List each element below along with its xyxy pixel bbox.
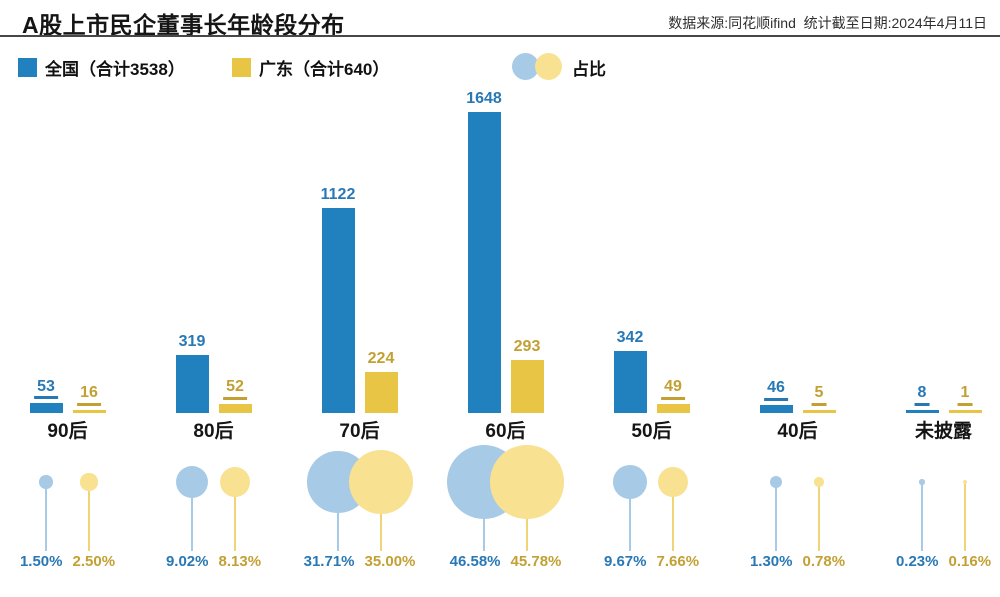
pct-label-row: 1.30% 0.78% bbox=[750, 553, 845, 570]
pct-label-row: 46.58% 45.78% bbox=[450, 553, 562, 570]
pct-label-national: 31.71% bbox=[303, 553, 355, 570]
legend-item-guangdong: 广东（合计640） bbox=[232, 53, 389, 81]
data-source-note: 数据来源:同花顺ifind 统计截至日期:2024年4月11日 bbox=[668, 15, 987, 31]
ratio-bubble-guangdong bbox=[657, 466, 688, 497]
bar-value-label-guangdong: 49 bbox=[661, 378, 685, 401]
bar-national bbox=[467, 112, 501, 413]
legend-item-ratio: 占比 bbox=[512, 53, 606, 81]
bar-value-label-national: 319 bbox=[178, 332, 206, 350]
pct-label-guangdong: 0.78% bbox=[802, 553, 846, 570]
ratio-circles-icon bbox=[512, 53, 563, 81]
ratio-stem-guangdong bbox=[88, 482, 90, 551]
legend-label-ratio: 占比 bbox=[572, 59, 606, 79]
bar-national bbox=[613, 350, 647, 413]
ratio-stem-national bbox=[337, 482, 339, 551]
bar-value-label-guangdong: 16 bbox=[77, 384, 101, 406]
legend-label-national: 全国（合计3538） bbox=[45, 59, 185, 79]
bar-guangdong bbox=[510, 359, 544, 413]
pct-label-national: 1.50% bbox=[19, 553, 63, 570]
ratio-circle-yellow-icon bbox=[535, 53, 562, 80]
pct-label-row: 0.23% 0.16% bbox=[896, 553, 991, 570]
pct-label-row: 1.50% 2.50% bbox=[20, 553, 115, 570]
ratio-stem-guangdong bbox=[234, 482, 236, 551]
bar-national bbox=[321, 208, 355, 413]
bar-value-label-guangdong: 1 bbox=[957, 384, 973, 406]
bar-national bbox=[759, 404, 793, 413]
pct-label-guangdong: 35.00% bbox=[364, 553, 416, 570]
ratio-stem-guangdong bbox=[818, 482, 820, 551]
pct-label-guangdong: 8.13% bbox=[218, 553, 262, 570]
bar-value-label-guangdong: 224 bbox=[367, 350, 395, 368]
bar-national bbox=[905, 409, 939, 413]
pct-label-national: 9.02% bbox=[165, 553, 209, 570]
legend-label-guangdong: 广东（合计640） bbox=[259, 59, 390, 79]
header-divider bbox=[0, 35, 1000, 37]
pct-label-national: 46.58% bbox=[449, 553, 501, 570]
legend-item-national: 全国（合计3538） bbox=[18, 53, 185, 81]
pct-label-row: 9.67% 7.66% bbox=[604, 553, 699, 570]
category-label: 50后 bbox=[631, 421, 672, 442]
ratio-stem-national bbox=[775, 482, 777, 551]
ratio-bubble-national bbox=[175, 465, 209, 499]
bar-value-label-national: 8 bbox=[914, 384, 930, 406]
bar-value-label-national: 1122 bbox=[320, 186, 356, 204]
bar-guangdong bbox=[72, 409, 106, 413]
category-label: 90后 bbox=[47, 421, 88, 442]
ratio-stem-guangdong bbox=[964, 482, 966, 551]
page-title: A股上市民企董事长年龄段分布 bbox=[22, 12, 345, 38]
pct-label-row: 31.71% 35.00% bbox=[304, 553, 416, 570]
ratio-stem-guangdong bbox=[672, 482, 674, 551]
bar-guangdong bbox=[656, 404, 690, 413]
ratio-bubble-national bbox=[919, 479, 925, 485]
bar-guangdong bbox=[802, 409, 836, 413]
ratio-bubble-national bbox=[613, 465, 647, 499]
guangdong-swatch-icon bbox=[232, 57, 251, 77]
ratio-bubble-national bbox=[769, 475, 783, 489]
national-swatch-icon bbox=[18, 57, 37, 77]
ratio-stem-guangdong bbox=[380, 482, 382, 551]
ratio-bubble-guangdong bbox=[80, 473, 98, 491]
pct-label-guangdong: 45.78% bbox=[510, 553, 562, 570]
bar-value-label-guangdong: 52 bbox=[223, 378, 247, 400]
bar-value-label-national: 46 bbox=[764, 379, 788, 401]
pct-label-national: 0.23% bbox=[895, 553, 939, 570]
ratio-bubble-guangdong bbox=[348, 449, 414, 515]
bar-value-label-national: 342 bbox=[616, 328, 644, 346]
pct-label-national: 9.67% bbox=[603, 553, 647, 570]
ratio-bubble-guangdong bbox=[219, 466, 251, 498]
category-label: 未披露 bbox=[914, 421, 973, 442]
pct-label-guangdong: 0.16% bbox=[948, 553, 992, 570]
bar-guangdong bbox=[948, 409, 982, 413]
ratio-stem-national bbox=[629, 482, 631, 551]
pct-label-guangdong: 2.50% bbox=[72, 553, 116, 570]
ratio-stem-national bbox=[191, 482, 193, 551]
ratio-bubble-guangdong bbox=[814, 477, 824, 487]
category-label: 40后 bbox=[777, 421, 818, 442]
bar-guangdong bbox=[364, 372, 398, 413]
ratio-stem-national bbox=[45, 482, 47, 551]
pct-label-guangdong: 7.66% bbox=[656, 553, 700, 570]
bar-value-label-guangdong: 5 bbox=[811, 384, 827, 406]
category-label: 70后 bbox=[339, 421, 380, 442]
pct-label-row: 9.02% 8.13% bbox=[166, 553, 261, 570]
bar-guangdong bbox=[218, 403, 252, 413]
bar-value-label-national: 1648 bbox=[466, 90, 502, 108]
bar-national bbox=[29, 403, 63, 413]
ratio-stem-national bbox=[921, 482, 923, 551]
ratio-circle-blue-icon bbox=[512, 53, 539, 80]
bar-value-label-national: 53 bbox=[34, 378, 58, 400]
ratio-bubble-guangdong bbox=[962, 479, 968, 485]
category-label: 80后 bbox=[193, 421, 234, 442]
pct-label-national: 1.30% bbox=[749, 553, 793, 570]
bar-national bbox=[175, 354, 209, 413]
ratio-bubble-national bbox=[39, 475, 53, 489]
ratio-bubble-guangdong bbox=[490, 445, 564, 519]
bar-value-label-guangdong: 293 bbox=[513, 337, 541, 355]
category-label: 60后 bbox=[485, 421, 526, 442]
